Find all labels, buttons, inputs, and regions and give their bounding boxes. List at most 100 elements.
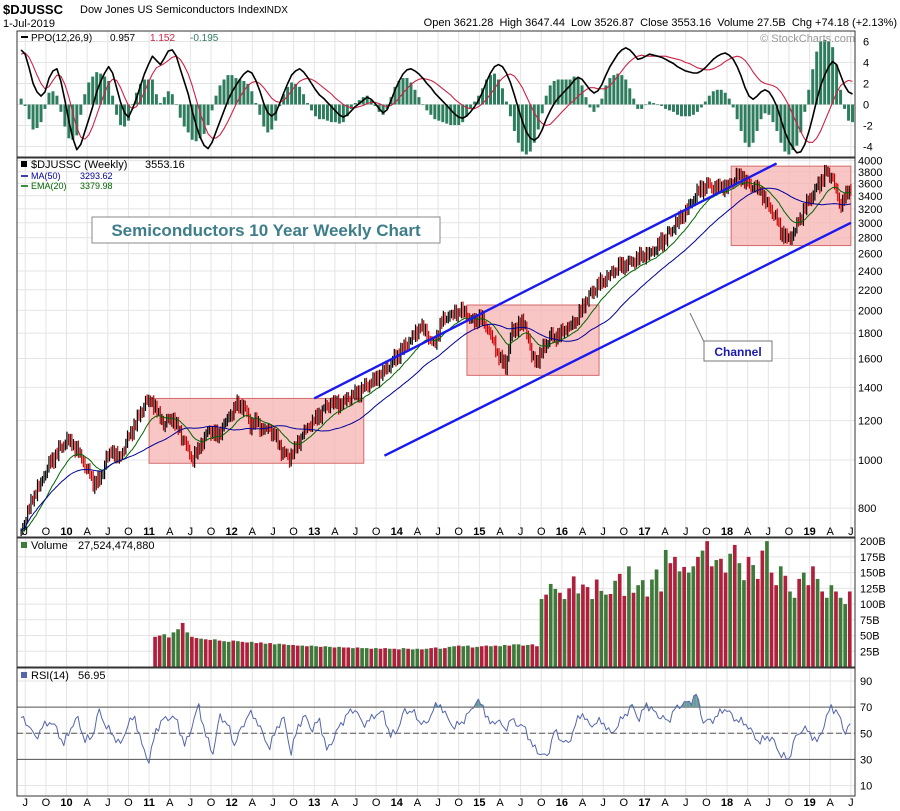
ppo-tick-label: -2 [863,121,873,133]
x-tick-label: O [124,797,133,809]
ppo-histogram-bar [282,94,286,105]
volume-bar [484,645,489,667]
price-tick-label: 4000 [858,156,882,168]
volume-tick-label: 25B [860,646,880,658]
ppo-histogram-bar [425,104,429,111]
volume-bar [364,648,369,667]
ma50-legend-name: MA(50) [31,171,61,181]
ppo-histogram-bar [310,104,314,111]
volume-bar [438,648,443,667]
volume-bar [328,646,332,667]
ppo-histogram-bar [115,104,119,115]
ppo-histogram-bar [95,72,99,105]
x-tick-label: 16 [556,526,568,538]
x-tick-label: 11 [143,526,155,538]
volume-frame [16,537,856,668]
ppo-histogram-bar [552,80,556,105]
price-legend-value: 3553.16 [145,159,185,171]
ppo-tick-label: -4 [863,142,873,154]
ppo-histogram-bar [206,104,210,126]
volume-bar [682,566,686,667]
x-tick-label: J [270,526,276,538]
x-tick-label: J [518,526,524,538]
price-tick-label: 1600 [858,354,882,366]
volume-bar [631,592,636,667]
ppo-histogram-bar [604,85,608,105]
x-tick-label: A [579,526,587,538]
volume-bar [622,595,627,667]
ppo-histogram-bar [131,104,135,106]
price-tick-label: 2600 [858,249,882,261]
volume-bar [535,646,539,667]
x-tick-label: O [42,797,51,809]
ppo-histogram-bar [592,104,596,112]
volume-bar [318,646,323,667]
ppo-histogram-bar [238,79,242,105]
price-tick-label: 3600 [858,178,882,190]
ppo-histogram-bar [154,94,158,105]
x-tick-label: A [331,797,339,809]
ppo-histogram-bar [409,82,413,105]
volume-bar [594,579,599,667]
chart-title-box [91,216,441,244]
volume-bar [194,638,199,667]
volume-bar [737,563,742,667]
x-tick-label: 14 [391,526,404,538]
ppo-histogram-bar [294,83,298,105]
ppo-histogram-bar [321,104,325,120]
ppo-histogram-bar [91,76,95,105]
ppo-histogram-bar [266,104,270,133]
ppo-histogram-bar [779,104,783,143]
volume-bar [788,591,792,667]
ppo-histogram-bar [835,64,839,105]
ppo-histogram-bar [83,94,87,105]
volume-bar [525,644,530,667]
ppo-histogram-bar [580,85,584,105]
ppo-histogram-bar [608,78,612,105]
ppo-histogram-bar [43,104,47,109]
ppo-histogram-bar [357,100,361,105]
ppo-panel: -4 -2 0 2 4 6 PPO(12,26,9) 0.957 1.152 -0.195 [16,30,873,158]
volume-bar [236,641,240,667]
x-tick-label: 15 [473,797,485,809]
volume-bar [516,644,521,667]
volume-bar [452,646,456,667]
ppo-histogram-bar [433,104,437,120]
ppo-histogram-bar [111,95,115,105]
volume-bar [806,585,811,667]
volume-bar [709,566,714,667]
price-tick-label: 2800 [858,233,882,245]
ppo-histogram-bar [803,104,807,112]
ppo-histogram-bar [640,104,644,109]
price-tick-label: 2400 [858,266,882,278]
volume-bar [843,604,848,667]
ppo-histogram-bar [465,104,469,117]
rsi-tick-label: 30 [860,754,872,766]
ppo-histogram-bar [691,104,695,115]
volume-bar [847,591,852,667]
ppo-histogram-bar [508,104,512,117]
volume-bar [254,643,259,667]
volume-bar [305,646,309,667]
volume-bar [627,566,631,667]
volume-bar [553,588,558,667]
volume-bar [498,646,502,667]
volume-bar [351,648,355,667]
x-tick-label: A [744,797,752,809]
x-tick-label: O [620,526,629,538]
quote-summary: Open 3621.28 High 3647.44 Low 3526.87 Cl… [424,17,897,29]
ppo-histogram-bar [218,85,222,105]
ema20-legend-name: EMA(20) [31,181,67,191]
channel-label-box [703,340,773,362]
ppo-histogram-bar [119,104,123,126]
x-tick-label: A [414,797,422,809]
ppo-histogram-bar [413,89,417,105]
ppo-histogram-bar [735,104,739,120]
ppo-histogram-bar [405,78,409,105]
volume-bar [180,622,185,667]
x-tick-label: A [166,526,174,538]
ppo-histogram-bar [473,101,477,105]
ppo-histogram-bar [79,104,83,115]
x-tick-label: 17 [638,797,650,809]
ppo-histogram-bar [373,104,377,106]
